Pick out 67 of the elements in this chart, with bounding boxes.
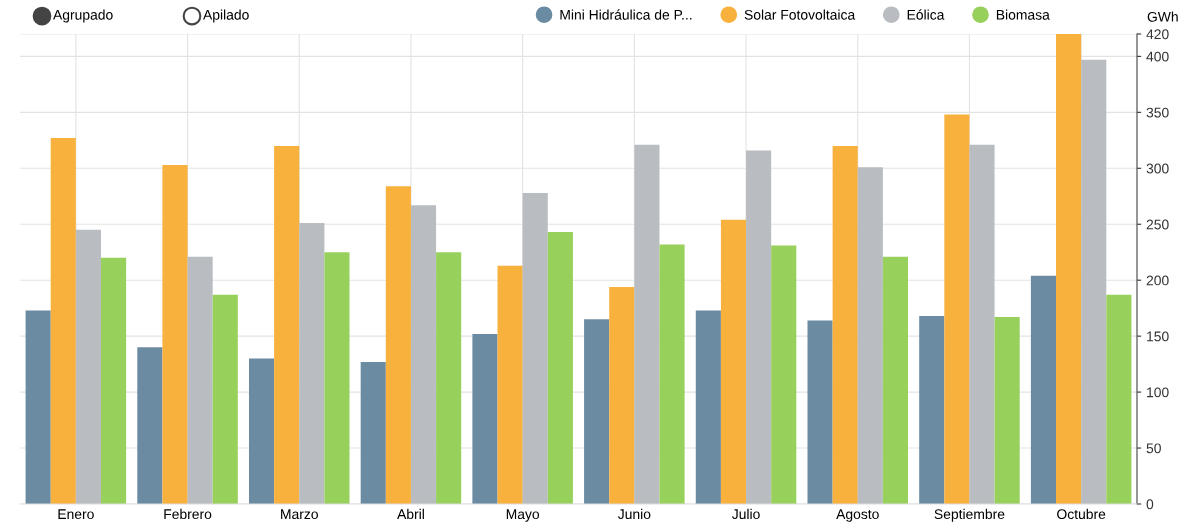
y-tick-label: 0	[1146, 499, 1154, 510]
bar	[807, 320, 833, 504]
bar	[771, 245, 797, 504]
bar	[634, 144, 660, 504]
text: Agrupado	[53, 9, 113, 23]
bar	[75, 229, 101, 504]
bar	[162, 164, 188, 504]
x-tick-label: Agosto	[836, 509, 879, 522]
legend-label: Eólica	[907, 9, 945, 20]
bar	[248, 358, 275, 504]
legend-label: Solar Fotovoltaica	[744, 9, 856, 20]
text: Apilado	[203, 9, 249, 23]
bar	[919, 316, 945, 504]
bar	[522, 192, 548, 504]
x-tick-label: Junio	[617, 508, 651, 520]
bar	[857, 167, 883, 504]
bar	[944, 114, 970, 504]
bar	[1056, 34, 1082, 504]
bar	[410, 205, 437, 504]
bar	[584, 319, 610, 504]
bar	[994, 317, 1020, 504]
bar	[299, 223, 325, 504]
bar	[187, 256, 213, 504]
bar	[274, 145, 300, 504]
bar	[882, 256, 909, 504]
bar	[472, 333, 498, 504]
x-tick-label: Enero	[58, 509, 94, 520]
bar	[547, 232, 573, 504]
bar	[324, 252, 350, 504]
y-tick-label: 200	[1146, 275, 1169, 286]
bar	[1081, 59, 1107, 504]
bar	[360, 361, 386, 504]
bar	[212, 294, 238, 504]
bar	[25, 310, 51, 504]
y-tick-label: 250	[1146, 219, 1169, 230]
y-axis-title: GWh	[1147, 11, 1178, 22]
bar	[436, 252, 462, 504]
legend-label: Biomasa	[996, 9, 1050, 20]
bar	[1030, 275, 1057, 504]
bar	[609, 286, 635, 504]
bar	[720, 219, 747, 504]
x-tick-label: Septiembre	[934, 508, 1005, 522]
y-tick-label: 420	[1146, 29, 1169, 40]
bar	[659, 244, 685, 504]
y-tick-label: 100	[1147, 387, 1169, 398]
bar	[385, 186, 411, 504]
y-tick-label: 350	[1146, 107, 1169, 118]
y-tick-label: 300	[1146, 163, 1169, 174]
x-tick-label: Octubre	[1057, 508, 1106, 520]
bar	[695, 310, 721, 504]
x-tick-label: Mayo	[506, 509, 540, 522]
x-tick-label: Abril	[397, 508, 424, 520]
legend-label: Mini Hidráulica de P...	[560, 9, 692, 20]
bar	[50, 138, 76, 504]
bar	[497, 265, 523, 504]
bar	[100, 257, 127, 504]
y-tick-label: 150	[1147, 331, 1169, 342]
x-tick-label: Febrero	[164, 508, 212, 520]
bar	[746, 150, 772, 504]
bar	[969, 144, 995, 504]
bar	[1106, 294, 1132, 504]
x-tick-label: Marzo	[281, 509, 318, 520]
x-tick-label: Julio	[731, 508, 760, 520]
bar	[137, 347, 163, 504]
y-tick-label: 50	[1146, 443, 1161, 454]
bar	[832, 145, 858, 504]
y-tick-label: 400	[1146, 51, 1169, 62]
